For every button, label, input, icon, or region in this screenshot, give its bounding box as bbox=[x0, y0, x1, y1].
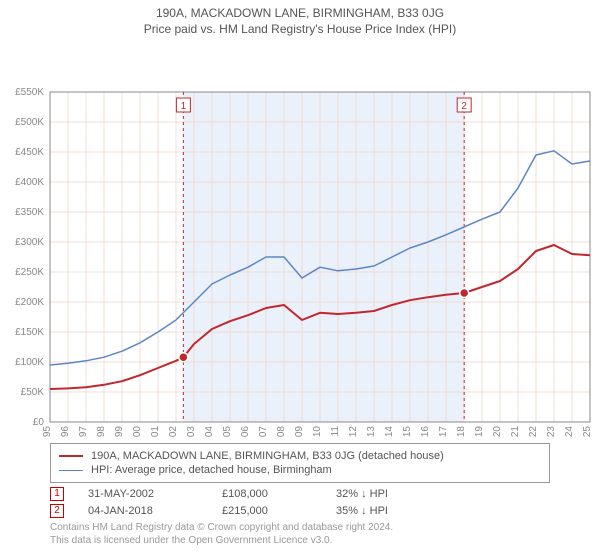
legend-label-property: 190A, MACKADOWN LANE, BIRMINGHAM, B33 0J… bbox=[91, 450, 444, 462]
svg-text:2001: 2001 bbox=[150, 426, 161, 437]
page-subtitle: Price paid vs. HM Land Registry's House … bbox=[0, 22, 600, 36]
marker-price-2: £215,000 bbox=[222, 505, 312, 517]
svg-text:2025: 2025 bbox=[582, 426, 593, 437]
footer: Contains HM Land Registry data © Crown c… bbox=[50, 521, 550, 547]
svg-text:2019: 2019 bbox=[474, 426, 485, 437]
marker-diff-2: 35% ↓ HPI bbox=[336, 505, 446, 517]
svg-text:2014: 2014 bbox=[384, 426, 395, 437]
svg-text:2017: 2017 bbox=[438, 426, 449, 437]
svg-text:1995: 1995 bbox=[42, 426, 53, 437]
legend-swatch-hpi bbox=[59, 470, 83, 471]
svg-text:1: 1 bbox=[181, 101, 187, 112]
legend: 190A, MACKADOWN LANE, BIRMINGHAM, B33 0J… bbox=[50, 443, 550, 483]
svg-text:2009: 2009 bbox=[294, 426, 305, 437]
svg-text:2012: 2012 bbox=[348, 426, 359, 437]
marker-table: 1 31-MAY-2002 £108,000 32% ↓ HPI 2 04-JA… bbox=[50, 487, 550, 518]
footer-line-1: Contains HM Land Registry data © Crown c… bbox=[50, 521, 550, 534]
svg-text:£350K: £350K bbox=[15, 207, 44, 218]
svg-text:£200K: £200K bbox=[15, 297, 44, 308]
marker-date-2: 04-JAN-2018 bbox=[88, 505, 198, 517]
svg-text:2023: 2023 bbox=[546, 426, 557, 437]
svg-text:2003: 2003 bbox=[186, 426, 197, 437]
marker-row-1: 1 31-MAY-2002 £108,000 32% ↓ HPI bbox=[50, 487, 550, 501]
footer-line-2: This data is licensed under the Open Gov… bbox=[50, 534, 550, 547]
legend-row-property: 190A, MACKADOWN LANE, BIRMINGHAM, B33 0J… bbox=[59, 450, 541, 462]
svg-text:2006: 2006 bbox=[240, 426, 251, 437]
svg-text:£50K: £50K bbox=[21, 387, 45, 398]
svg-text:£450K: £450K bbox=[15, 147, 44, 158]
price-chart: £0£50K£100K£150K£200K£250K£300K£350K£400… bbox=[0, 42, 600, 437]
legend-label-hpi: HPI: Average price, detached house, Birm… bbox=[91, 464, 332, 476]
marker-badge-1: 1 bbox=[50, 487, 64, 501]
svg-text:£150K: £150K bbox=[15, 327, 44, 338]
svg-text:1999: 1999 bbox=[114, 426, 125, 437]
svg-text:£550K: £550K bbox=[15, 87, 44, 98]
legend-row-hpi: HPI: Average price, detached house, Birm… bbox=[59, 464, 541, 476]
marker-row-2: 2 04-JAN-2018 £215,000 35% ↓ HPI bbox=[50, 504, 550, 518]
marker-badge-2: 2 bbox=[50, 504, 64, 518]
svg-text:1998: 1998 bbox=[96, 426, 107, 437]
svg-text:£500K: £500K bbox=[15, 117, 44, 128]
svg-text:£100K: £100K bbox=[15, 357, 44, 368]
svg-text:2013: 2013 bbox=[366, 426, 377, 437]
svg-text:£250K: £250K bbox=[15, 267, 44, 278]
svg-text:2022: 2022 bbox=[528, 426, 539, 437]
svg-text:2015: 2015 bbox=[402, 426, 413, 437]
svg-text:2024: 2024 bbox=[564, 426, 575, 437]
svg-text:2011: 2011 bbox=[330, 426, 341, 437]
legend-swatch-property bbox=[59, 455, 83, 457]
marker-date-1: 31-MAY-2002 bbox=[88, 488, 198, 500]
svg-text:2002: 2002 bbox=[168, 426, 179, 437]
svg-text:2020: 2020 bbox=[492, 426, 503, 437]
marker-diff-1: 32% ↓ HPI bbox=[336, 488, 446, 500]
svg-text:2021: 2021 bbox=[510, 426, 521, 437]
svg-text:2007: 2007 bbox=[258, 426, 269, 437]
svg-text:2010: 2010 bbox=[312, 426, 323, 437]
svg-text:2016: 2016 bbox=[420, 426, 431, 437]
chart-svg: £0£50K£100K£150K£200K£250K£300K£350K£400… bbox=[0, 42, 600, 437]
svg-text:1997: 1997 bbox=[78, 426, 89, 437]
svg-text:£300K: £300K bbox=[15, 237, 44, 248]
svg-text:2005: 2005 bbox=[222, 426, 233, 437]
svg-text:1996: 1996 bbox=[60, 426, 71, 437]
page-title: 190A, MACKADOWN LANE, BIRMINGHAM, B33 0J… bbox=[0, 6, 600, 20]
svg-text:£400K: £400K bbox=[15, 177, 44, 188]
svg-text:2: 2 bbox=[461, 101, 467, 112]
svg-text:2008: 2008 bbox=[276, 426, 287, 437]
svg-text:2004: 2004 bbox=[204, 426, 215, 437]
marker-price-1: £108,000 bbox=[222, 488, 312, 500]
svg-text:2000: 2000 bbox=[132, 426, 143, 437]
svg-text:2018: 2018 bbox=[456, 426, 467, 437]
